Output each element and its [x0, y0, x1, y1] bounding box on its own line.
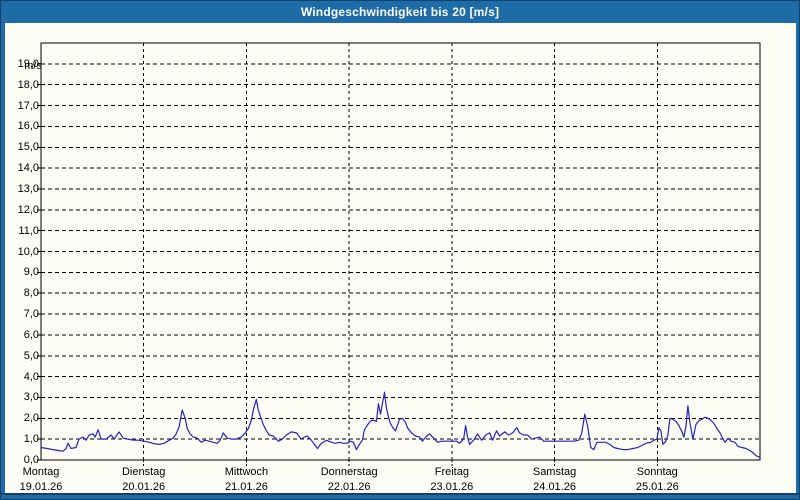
x-axis-day-label: Sonntag [636, 466, 678, 478]
chart-area: m/s 19,0 18,0 17,0 16,0 15,0 14,0 13,0 12,0 11,0… [5, 23, 796, 493]
y-axis-tick-label: 8,0 [23, 287, 39, 300]
y-axis-tick-label: 0,0 [23, 454, 39, 466]
y-axis-tick-label: 14,0 [17, 162, 39, 175]
y-axis-tick-label: 4,0 [23, 370, 39, 383]
x-axis-day-label: Dienstag [121, 466, 166, 478]
y-axis-tick-label: 10,0 [17, 245, 39, 258]
axis-frame [40, 42, 761, 461]
title-bar: Windgeschwindigkeit bis 20 [m/s] [1, 1, 799, 23]
x-axis-day-label: Samstag [532, 466, 577, 478]
x-axis-date-label: 19.01.26 [19, 481, 63, 493]
y-axis-tick-label: 3,0 [23, 391, 39, 404]
y-axis-tick-label: 19,0 [17, 57, 39, 70]
y-axis-unit-label: m/s [24, 60, 42, 72]
x-axis-date-label: 24.01.26 [533, 481, 576, 493]
y-axis-tick-label: 13,0 [17, 182, 39, 195]
x-axis-date-label: 21.01.26 [225, 481, 268, 493]
x-axis-day-label: Mittwoch [224, 466, 269, 478]
bottom-separator-line [1, 493, 799, 495]
x-axis-date-label: 20.01.26 [122, 481, 166, 493]
x-axis-day-label: Montag [22, 466, 60, 478]
y-axis-tick-label: 7,0 [23, 308, 39, 321]
x-axis-date-label: 23.01.26 [430, 481, 474, 493]
y-axis-tick-label: 1,0 [23, 433, 39, 446]
y-axis-tick-label: 2,0 [23, 412, 39, 425]
x-axis-date-label: 25.01.26 [635, 481, 679, 493]
y-axis-tick-label: 5,0 [23, 349, 39, 362]
wind-speed-plot [37, 42, 761, 466]
y-axis-tick-label: 6,0 [23, 328, 39, 341]
y-axis-tick-label: 11,0 [18, 224, 39, 237]
y-axis-tick-label: 9,0 [23, 266, 39, 279]
y-axis-tick-label: 16,0 [17, 120, 39, 133]
chart-title: Windgeschwindigkeit bis 20 [m/s] [300, 5, 500, 19]
y-axis-tick-label: 18,0 [17, 78, 39, 91]
y-axis-tick-label: 15,0 [17, 141, 39, 154]
wind-speed-line [40, 391, 760, 458]
y-axis-tick-label: 17,0 [17, 99, 39, 112]
x-axis-date-label: 22.01.26 [327, 481, 371, 493]
y-axis-tick-label: 12,0 [17, 203, 39, 216]
x-axis-day-label: Donnerstag [320, 466, 378, 478]
x-axis-day-label: Freitag [434, 466, 469, 478]
